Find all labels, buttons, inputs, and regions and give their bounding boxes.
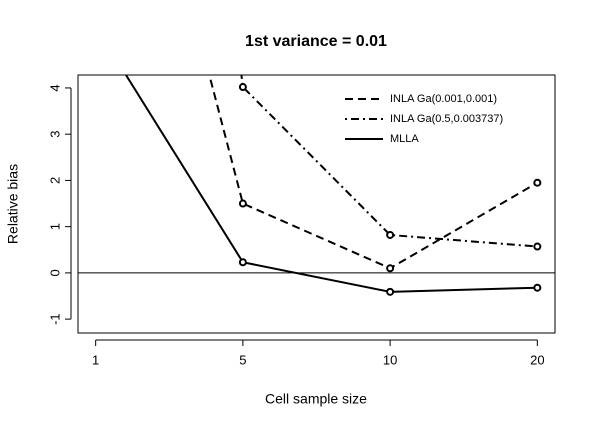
data-point bbox=[386, 264, 395, 273]
data-point bbox=[238, 258, 247, 267]
data-point bbox=[386, 287, 395, 296]
x-tick-label: 20 bbox=[530, 352, 544, 367]
y-tick-label: 1 bbox=[47, 223, 62, 230]
x-axis-label: Cell sample size bbox=[265, 391, 367, 407]
data-point bbox=[238, 83, 247, 92]
data-point bbox=[386, 230, 395, 239]
legend-label: INLA Ga(0.5,0.003737) bbox=[390, 113, 503, 125]
y-tick-label: 2 bbox=[47, 177, 62, 184]
series-line bbox=[208, 75, 538, 270]
y-tick-label: 0 bbox=[47, 269, 62, 276]
legend-label: INLA Ga(0.001,0.001) bbox=[390, 93, 497, 105]
x-tick-label: 10 bbox=[383, 352, 397, 367]
plot-frame bbox=[77, 74, 556, 334]
x-tick-label: 1 bbox=[92, 352, 99, 367]
chart-title: 1st variance = 0.01 bbox=[245, 33, 387, 50]
y-tick-label: 4 bbox=[47, 84, 62, 91]
y-axis-label: Relative bias bbox=[5, 164, 21, 244]
data-point bbox=[533, 283, 542, 292]
data-point bbox=[533, 242, 542, 251]
y-tick-label: 3 bbox=[47, 131, 62, 138]
data-point bbox=[533, 178, 542, 187]
series-line bbox=[124, 75, 538, 293]
x-tick-label: 5 bbox=[239, 352, 246, 367]
data-point bbox=[238, 199, 247, 208]
legend-label: MLLA bbox=[390, 133, 419, 145]
plot-area bbox=[78, 23, 555, 296]
series-line bbox=[240, 75, 538, 248]
y-tick-label: -1 bbox=[47, 313, 62, 325]
data-point bbox=[93, 23, 99, 29]
